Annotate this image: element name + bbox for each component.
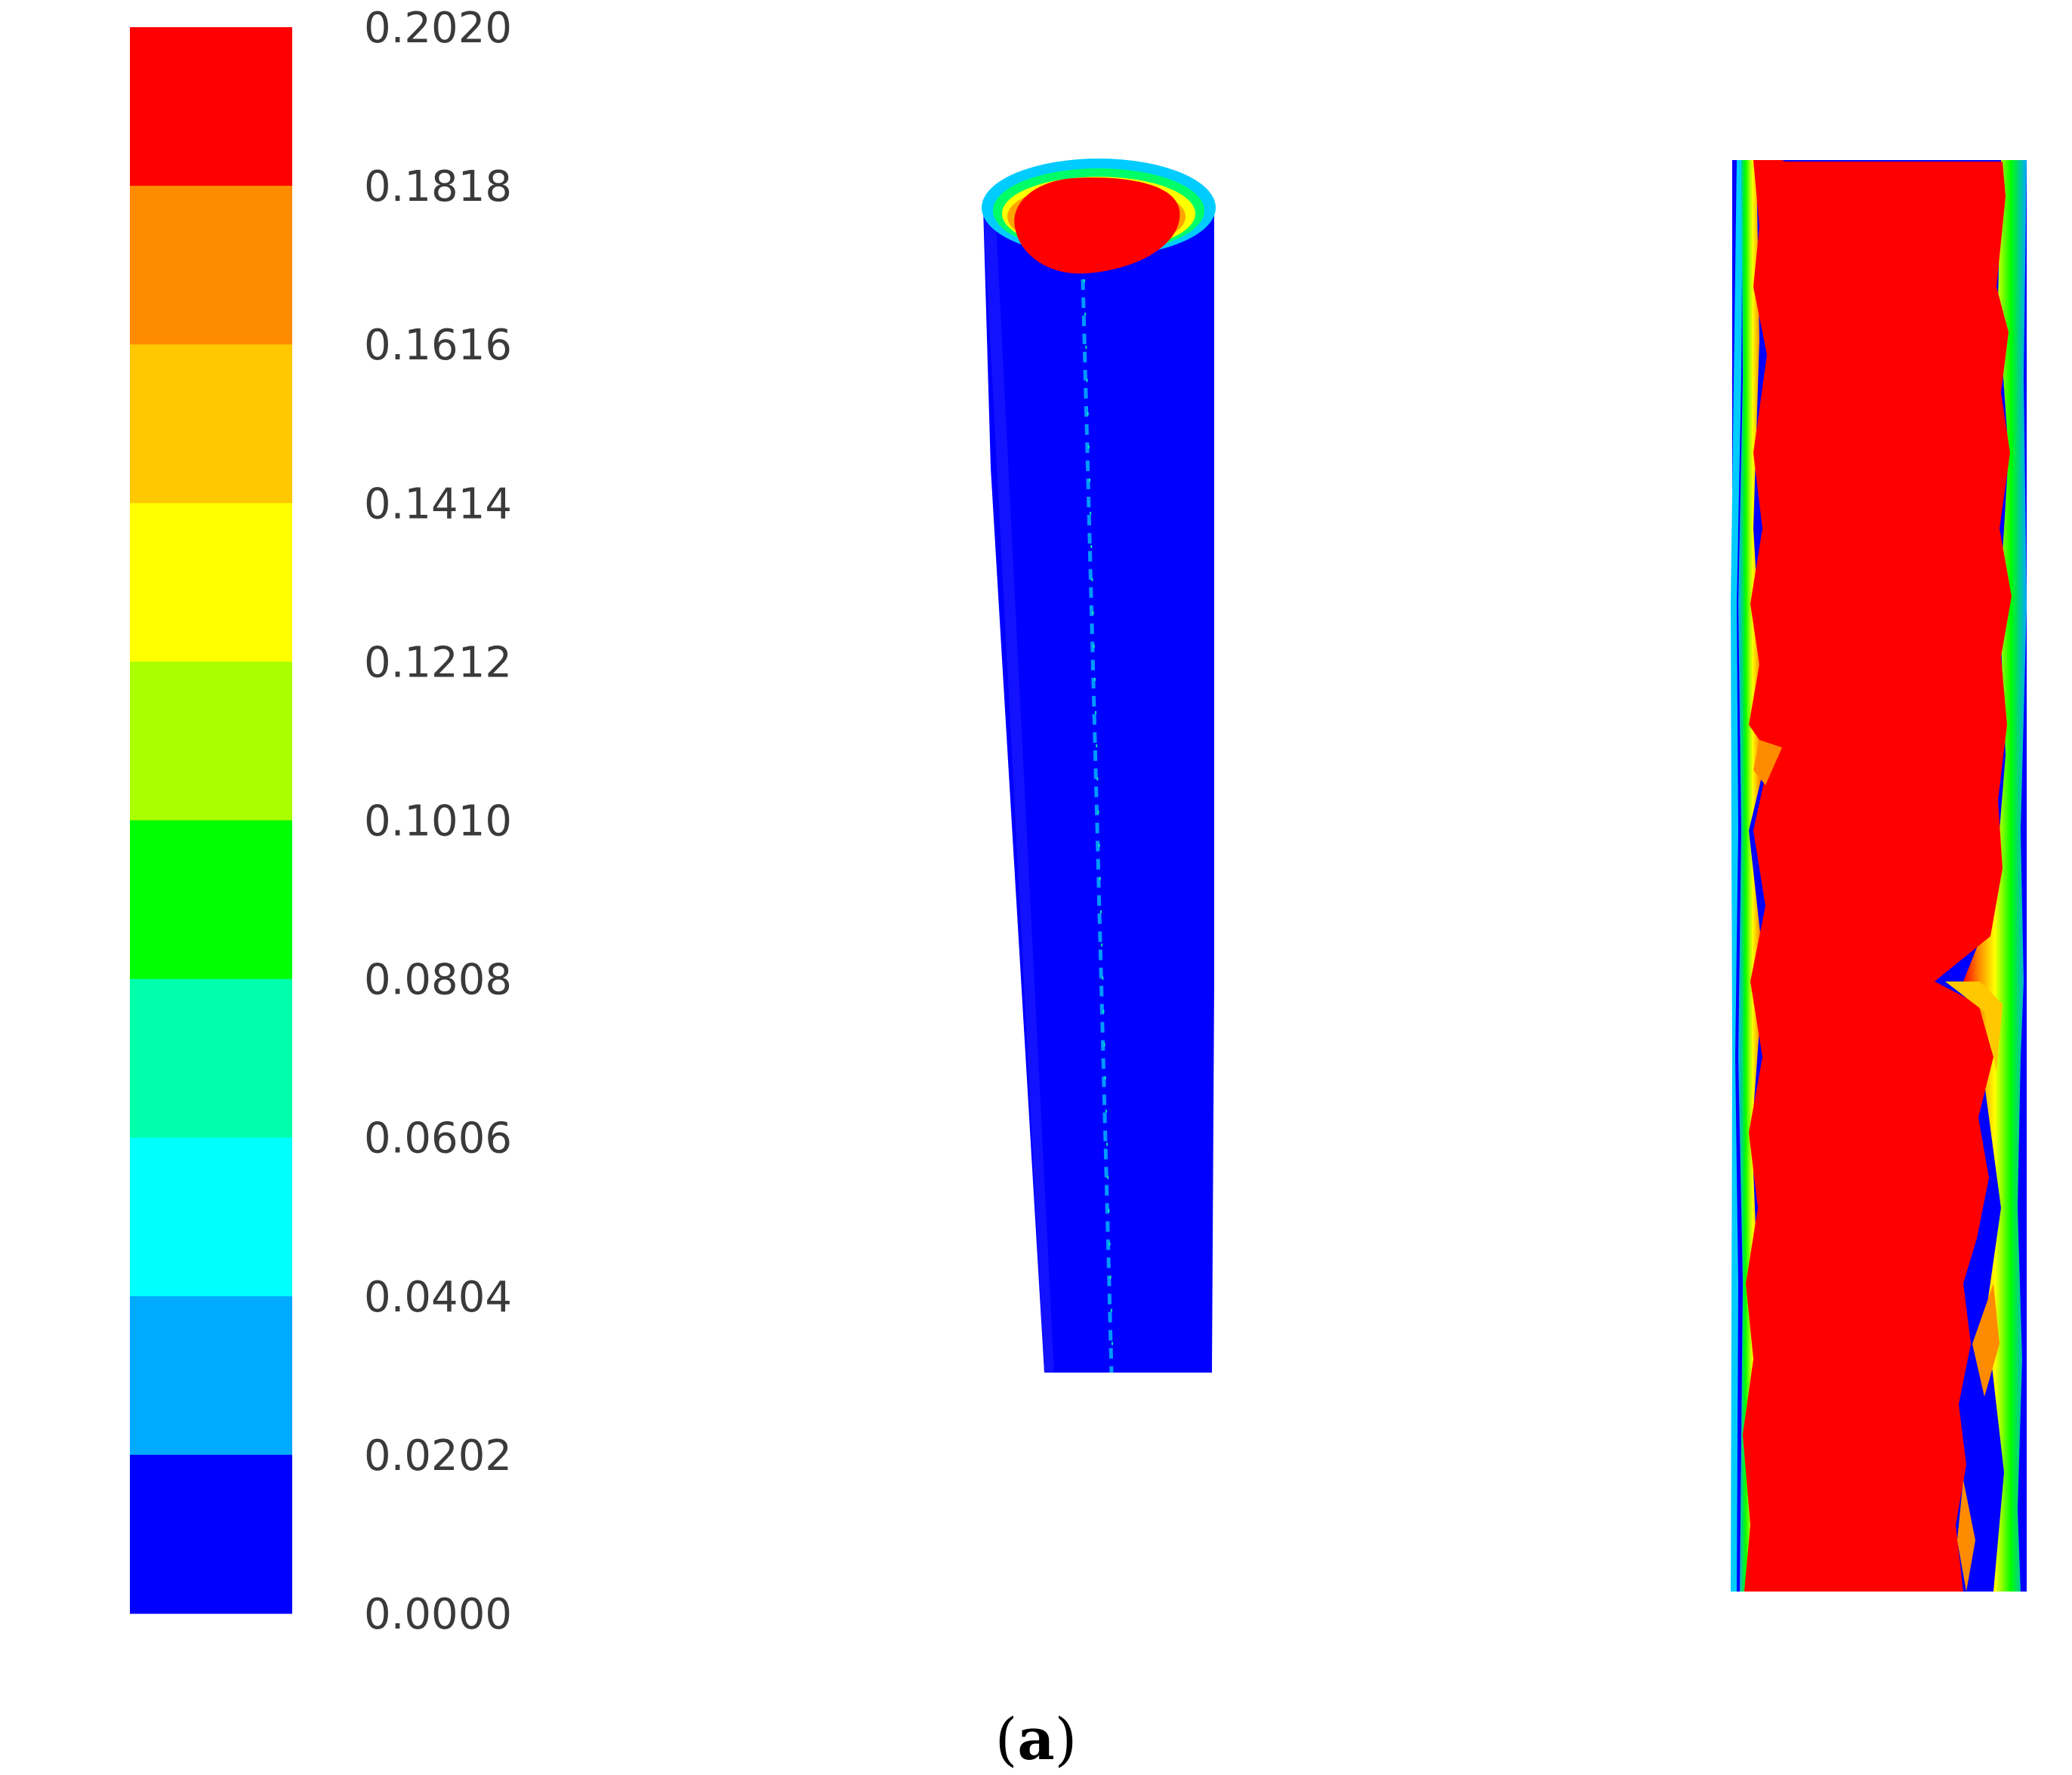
color-legend-labels: 0.2020 0.1818 0.1616 0.1414 0.1212 0.1010 0.08… xyxy=(364,4,512,1639)
section-core xyxy=(1743,160,2012,1592)
legend-tick-label: 0.0202 xyxy=(364,1431,512,1481)
legend-swatch xyxy=(130,1296,292,1456)
color-legend xyxy=(130,27,292,1614)
cylinder-seam-line xyxy=(1081,279,1114,1373)
section-patch-left xyxy=(1753,740,1782,785)
cylinder-body xyxy=(983,208,1214,1373)
legend-swatch xyxy=(130,503,292,662)
legend-tick-label: 0.0000 xyxy=(364,1590,512,1639)
legend-swatch xyxy=(130,1137,292,1297)
legend-swatch xyxy=(130,344,292,504)
legend-swatch xyxy=(130,820,292,980)
legend-tick-label: 0.1818 xyxy=(364,162,512,211)
legend-swatch xyxy=(130,978,292,1139)
section-patch-right-2 xyxy=(1945,981,2003,1072)
legend-swatch xyxy=(130,661,292,821)
legend-tick-label: 0.1010 xyxy=(364,797,512,846)
legend-tick-label: 0.1616 xyxy=(364,321,512,370)
legend-swatch xyxy=(130,186,292,345)
figure-caption: (a) xyxy=(995,1706,1078,1773)
legend-tick-label: 0.0404 xyxy=(364,1273,512,1322)
cylinder-left-edge-shade xyxy=(983,208,1054,1373)
section-right-band-gradient xyxy=(1963,160,2027,1592)
section-left-band-cyan xyxy=(1731,160,1743,1592)
cylinder-top-core xyxy=(1014,177,1180,274)
legend-tick-label: 0.2020 xyxy=(364,4,512,53)
legend-swatch xyxy=(130,1454,292,1614)
legend-tick-label: 0.0808 xyxy=(364,956,512,1005)
legend-tick-label: 0.1212 xyxy=(364,638,512,687)
cylinder-3d-view xyxy=(982,159,1216,1373)
cross-section-view xyxy=(1731,160,2027,1592)
legend-tick-label: 0.0606 xyxy=(364,1114,512,1163)
section-left-band-gradient xyxy=(1738,160,1767,1592)
legend-tick-label: 0.1414 xyxy=(364,479,512,528)
section-patch-right-3 xyxy=(1957,1480,1975,1592)
legend-swatch xyxy=(130,27,292,186)
section-patch-right-1 xyxy=(1972,1283,2000,1397)
